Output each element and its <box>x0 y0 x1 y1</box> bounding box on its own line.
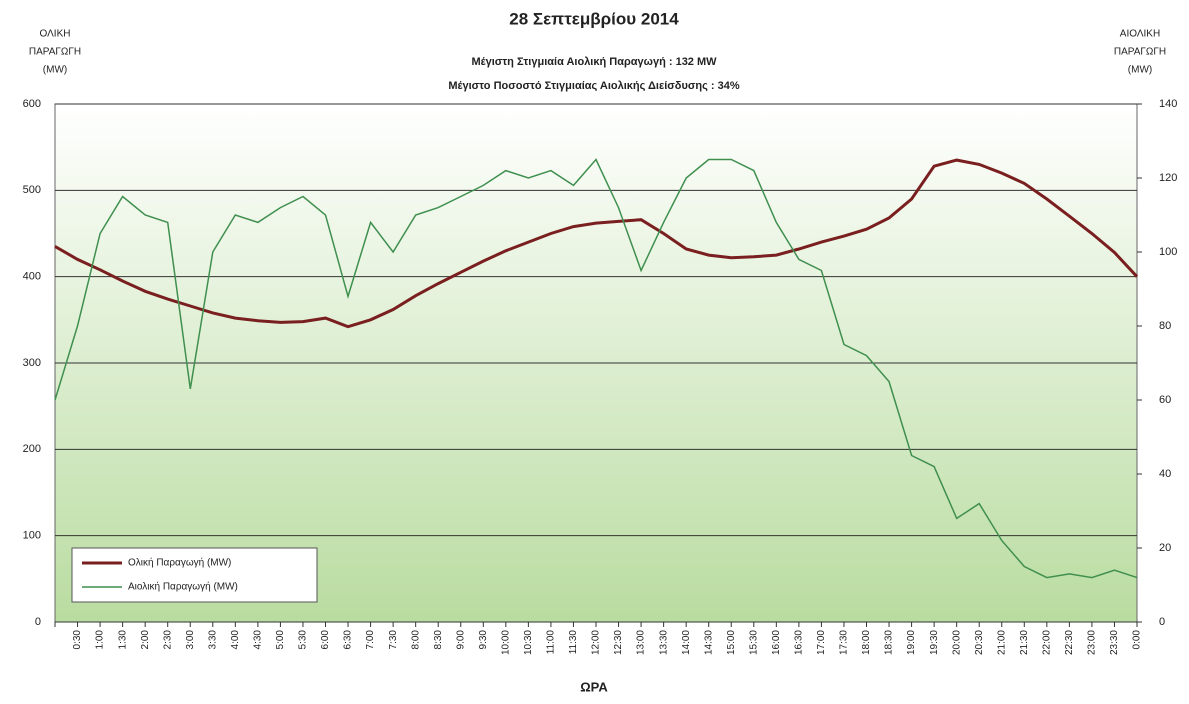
x-tick-label: 13:00 <box>636 630 647 655</box>
x-tick-label: 20:30 <box>974 630 985 655</box>
x-tick-label: 6:00 <box>320 630 331 650</box>
y2-tick-label: 120 <box>1159 172 1177 184</box>
x-tick-label: 21:00 <box>996 630 1007 655</box>
x-tick-label: 2:30 <box>162 630 173 650</box>
subtitle: Μέγιστο Ποσοστό Στιγμιαίας Αιολικής Διεί… <box>448 80 739 92</box>
x-tick-label: 8:00 <box>410 630 421 650</box>
x-axis-label: ΩΡΑ <box>580 679 608 694</box>
x-tick-label: 1:30 <box>117 630 128 650</box>
x-tick-label: 23:00 <box>1087 630 1098 655</box>
x-tick-label: 9:00 <box>455 630 466 650</box>
series-line <box>54 158 1138 579</box>
x-tick-label: 11:30 <box>568 630 579 655</box>
x-tick-label: 18:00 <box>861 630 872 655</box>
x-tick-label: 10:30 <box>523 630 534 655</box>
y2-axis-label: (MW) <box>1128 65 1152 76</box>
x-tick-label: 1:00 <box>95 630 106 650</box>
legend-label: Αιολική Παραγωγή (MW) <box>128 581 238 593</box>
x-tick-label: 18:30 <box>884 630 895 655</box>
x-tick-label: 6:30 <box>343 630 354 650</box>
x-tick-label: 3:00 <box>185 630 196 650</box>
x-tick-label: 4:00 <box>230 630 241 650</box>
y2-tick-label: 60 <box>1159 394 1171 406</box>
x-tick-label: 7:00 <box>365 630 376 650</box>
x-tick-label: 7:30 <box>388 630 399 650</box>
y-tick-label: 100 <box>23 530 41 542</box>
x-tick-label: 17:30 <box>839 630 850 655</box>
x-tick-label: 14:00 <box>681 630 692 655</box>
x-tick-label: 12:30 <box>613 630 624 655</box>
x-tick-label: 11:00 <box>546 630 557 655</box>
y2-axis-label: ΑΙΟΛΙΚΗ <box>1120 29 1160 40</box>
x-tick-label: 5:00 <box>275 630 286 650</box>
y-tick-label: 300 <box>23 357 41 369</box>
x-tick-label: 22:30 <box>1064 630 1075 655</box>
subtitle: Μέγιστη Στιγμιαία Αιολική Παραγωγή : 132… <box>471 56 717 68</box>
x-tick-label: 8:30 <box>433 630 444 650</box>
x-tick-label: 22:00 <box>1041 630 1052 655</box>
y-tick-label: 200 <box>23 443 41 455</box>
x-tick-label: 21:30 <box>1019 630 1030 655</box>
x-tick-label: 14:30 <box>703 630 714 655</box>
x-tick-label: 16:30 <box>794 630 805 655</box>
y-tick-label: 0 <box>35 616 41 628</box>
x-tick-label: 12:00 <box>591 630 602 655</box>
y-axis-label: (MW) <box>43 65 67 76</box>
x-tick-label: 16:00 <box>771 630 782 655</box>
x-tick-label: 0:30 <box>72 630 83 650</box>
y2-tick-label: 100 <box>1159 246 1177 258</box>
x-tick-label: 15:00 <box>726 630 737 655</box>
series-line <box>54 158 1139 329</box>
x-tick-label: 9:30 <box>478 630 489 650</box>
x-tick-label: 2:00 <box>140 630 151 650</box>
y2-tick-label: 40 <box>1159 468 1171 480</box>
y-axis-label: ΟΛΙΚΗ <box>40 29 71 40</box>
y2-tick-label: 0 <box>1159 616 1165 628</box>
y2-tick-label: 140 <box>1159 98 1177 110</box>
x-tick-label: 10:00 <box>500 630 511 655</box>
y-tick-label: 600 <box>23 98 41 110</box>
y-tick-label: 500 <box>23 184 41 196</box>
legend-label: Ολική Παραγωγή (MW) <box>128 557 231 569</box>
x-tick-label: 19:30 <box>929 630 940 655</box>
chart-title: 28 Σεπτεμβρίου 2014 <box>509 9 679 28</box>
x-tick-label: 15:30 <box>748 630 759 655</box>
x-tick-label: 13:30 <box>658 630 669 655</box>
legend-box <box>71 547 318 603</box>
y2-tick-label: 80 <box>1159 320 1171 332</box>
y-tick-label: 400 <box>23 271 41 283</box>
x-tick-label: 0:00 <box>1132 630 1143 650</box>
x-tick-label: 4:30 <box>253 630 264 650</box>
x-tick-label: 23:30 <box>1109 630 1120 655</box>
x-tick-label: 17:00 <box>816 630 827 655</box>
x-tick-label: 19:00 <box>906 630 917 655</box>
y-axis-label: ΠΑΡΑΓΩΓΗ <box>29 47 81 58</box>
y2-axis-label: ΠΑΡΑΓΩΓΗ <box>1114 47 1166 58</box>
x-tick-label: 3:30 <box>207 630 218 650</box>
y2-tick-label: 20 <box>1159 542 1171 554</box>
x-tick-label: 20:00 <box>951 630 962 655</box>
x-tick-label: 5:30 <box>298 630 309 650</box>
